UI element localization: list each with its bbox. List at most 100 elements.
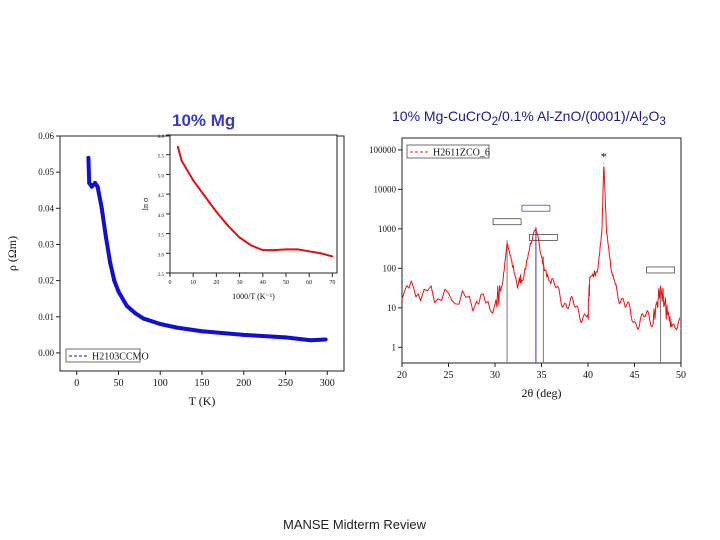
footer: MANSE Midterm Review xyxy=(283,517,427,532)
data-point xyxy=(108,260,113,265)
x-tick-label: 30 xyxy=(237,280,243,286)
data-point xyxy=(174,325,179,330)
x-tick-label: 40 xyxy=(260,280,266,286)
x-tick-label: 30 xyxy=(490,370,500,381)
x-tick-label: 300 xyxy=(320,378,335,389)
x-tick-label: 60 xyxy=(306,280,312,286)
data-point xyxy=(87,181,92,185)
data-point xyxy=(643,319,645,321)
x-tick-label: 200 xyxy=(236,378,251,389)
y-axis-label: ρ (Ωm) xyxy=(5,236,19,271)
data-point xyxy=(529,244,531,246)
peak-annotation xyxy=(492,218,522,226)
data-point xyxy=(203,195,206,198)
y-tick-label: 0.03 xyxy=(38,239,54,249)
x-axis-label: T (K) xyxy=(189,394,216,408)
x-tick-label: 20 xyxy=(397,370,407,381)
x-tick-label: 35 xyxy=(537,370,547,381)
right-title: 10% Mg-CuCrO2/0.1% Al-ZnO/(0001)/Al2O3 xyxy=(392,108,666,128)
data-point xyxy=(420,291,422,293)
data-point xyxy=(624,307,626,309)
data-point xyxy=(180,159,183,162)
data-point xyxy=(99,206,104,211)
data-point xyxy=(401,288,403,290)
left-title: 10% Mg xyxy=(172,111,236,130)
data-point xyxy=(103,235,108,240)
data-point xyxy=(511,260,513,262)
data-point xyxy=(522,279,524,281)
data-point xyxy=(238,236,241,239)
data-point xyxy=(93,181,98,185)
data-point xyxy=(89,184,94,189)
data-point xyxy=(226,224,229,227)
y-tick-label: 100 xyxy=(383,263,397,273)
title-part: 2 xyxy=(642,114,649,128)
data-point xyxy=(578,311,580,313)
data-point xyxy=(200,329,204,334)
data-point xyxy=(587,313,589,315)
data-point xyxy=(559,295,561,297)
data-point xyxy=(323,337,328,342)
y-tick-label: 10 xyxy=(387,303,397,313)
data-point xyxy=(86,155,91,160)
data-point xyxy=(283,335,288,340)
x-tick-label: 40 xyxy=(583,370,593,381)
data-point xyxy=(494,304,496,306)
x-tick-label: 45 xyxy=(630,370,640,381)
data-point xyxy=(158,322,163,326)
data-point xyxy=(601,228,603,230)
y-tick-label: 0.00 xyxy=(38,348,54,358)
data-point xyxy=(241,332,246,337)
y-tick-label: 4.0 xyxy=(158,214,165,219)
data-point xyxy=(589,276,591,278)
y-tick-label: 10000 xyxy=(374,184,397,194)
data-point xyxy=(273,249,276,252)
data-point xyxy=(506,240,508,242)
data-point xyxy=(535,226,537,228)
data-point xyxy=(568,304,570,306)
x-tick-label: 70 xyxy=(329,280,335,286)
data-point xyxy=(176,145,179,148)
y-axis-label: ln σ xyxy=(141,197,150,210)
legend-box xyxy=(406,144,490,159)
data-point xyxy=(133,311,138,316)
data-point xyxy=(603,163,605,165)
data-point xyxy=(596,271,598,273)
x-tick-label: 50 xyxy=(113,378,123,389)
data-point xyxy=(124,303,129,308)
y-tick-label: 0.05 xyxy=(38,167,54,177)
data-point xyxy=(541,255,542,257)
data-point xyxy=(192,179,195,182)
legend-label: H2103CCMO xyxy=(92,352,149,363)
peak-annotation xyxy=(529,234,558,241)
peak-marker: * xyxy=(601,150,607,164)
y-tick-label: 0.04 xyxy=(38,203,54,213)
data-point xyxy=(116,289,121,294)
x-axis-label: 2θ (deg) xyxy=(521,386,561,400)
legend-box xyxy=(65,348,141,363)
y-tick-label: 100000 xyxy=(369,145,397,155)
plot-frame xyxy=(401,137,682,364)
y-tick-label: 6.0 xyxy=(158,135,165,140)
y-tick-label: 0.02 xyxy=(38,276,54,286)
x-tick-label: 0 xyxy=(74,378,79,389)
legend-label: H2611ZCO_6 xyxy=(433,148,490,159)
data-point xyxy=(331,255,334,258)
y-tick-label: 5.5 xyxy=(158,155,165,160)
peak-annotation xyxy=(521,204,551,212)
y-tick-label: 3.5 xyxy=(158,234,165,239)
title-part: 2 xyxy=(491,114,499,128)
x-tick-label: 50 xyxy=(676,370,686,381)
y-tick-label: 0.01 xyxy=(38,312,54,322)
x-tick-label: 0 xyxy=(169,280,172,286)
data-point xyxy=(250,244,253,247)
data-point xyxy=(261,249,264,252)
data-point xyxy=(112,278,117,283)
x-tick-label: 50 xyxy=(283,280,289,286)
data-point xyxy=(308,250,311,253)
data-point xyxy=(501,283,503,285)
data-point xyxy=(610,271,612,273)
data-point xyxy=(319,252,322,255)
